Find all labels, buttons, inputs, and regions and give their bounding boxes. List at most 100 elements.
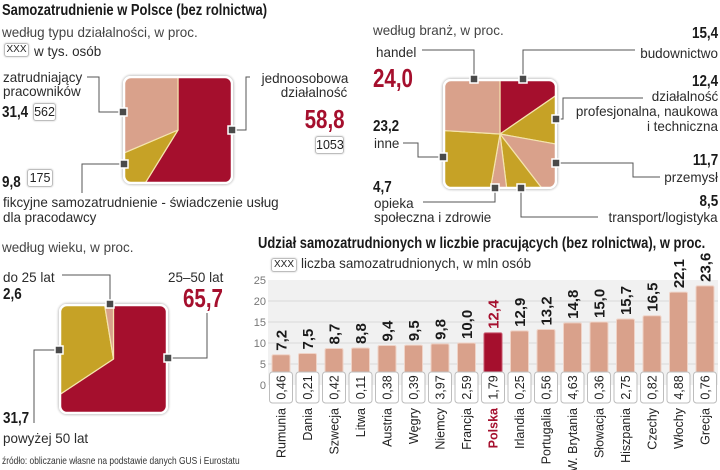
count-fictitious: 175 [27, 169, 53, 187]
country-label: Włochy [672, 407, 686, 449]
bar-hiszpania [616, 318, 635, 386]
country-label: Irlandia [513, 408, 527, 449]
bar-dania [298, 353, 317, 386]
count-label: 0,21 [301, 375, 315, 399]
count-box [454, 371, 479, 404]
bar-value-label: 13,2 [539, 296, 556, 325]
value-transport: 8,5 [699, 193, 718, 210]
bar-value-label: 12,9 [512, 298, 529, 327]
connector-fictitious [81, 163, 124, 193]
bar-value-label: 16,5 [645, 282, 662, 311]
value-trade: 24,0 [373, 63, 413, 93]
count-box [348, 371, 373, 404]
value-25-50: 65,7 [183, 283, 223, 313]
count-label: 3,97 [434, 375, 448, 399]
country-label: Hiszpania [619, 408, 633, 463]
label-care-line1: opieka [374, 195, 414, 211]
value-under-25: 2,6 [3, 286, 22, 303]
connector-industry [556, 162, 660, 178]
label-fictitious-line2: dla pracodawcy [3, 209, 97, 225]
label-construction: budownictwo [640, 45, 718, 61]
value-employers: 31,4 [2, 104, 29, 121]
country-label: Francja [460, 408, 474, 450]
bar-francja [457, 342, 476, 386]
bar-value-label: 8,7 [327, 324, 344, 345]
pie-slice-budownictwo [499, 80, 556, 135]
connector-construction [522, 49, 635, 79]
y-tick-label: 20 [254, 296, 266, 308]
y-tick-label: 5 [260, 359, 266, 371]
label-professional-line3: i techniczna [647, 118, 718, 134]
connector-other [403, 142, 443, 158]
pie-chart-age [59, 304, 168, 414]
plot-background [268, 280, 718, 385]
bar-value-label: 10,0 [459, 310, 476, 339]
label-employers-line2: pracowników [3, 83, 81, 99]
y-tick-label: 15 [254, 317, 266, 329]
label-industry: przemysł [664, 169, 718, 185]
count-label: 2,59 [460, 375, 474, 399]
value-sole: 58,8 [305, 104, 345, 134]
bar-polska [483, 332, 503, 386]
bar-value-label: 8,8 [353, 323, 370, 344]
pie-slice-handel [444, 80, 501, 135]
country-label: Litwa [354, 408, 368, 437]
connector-over-50 [33, 349, 59, 423]
count-box [295, 371, 320, 404]
bar-portugalia [536, 329, 556, 386]
bar-value-label: 9,8 [433, 319, 450, 340]
country-label: Portugalia [540, 408, 554, 464]
bar-chart-title: Udział samozatrudnionych w liczbie pracu… [258, 235, 706, 252]
label-professional-line1: działalność [651, 88, 718, 104]
value-over-50: 31,7 [3, 410, 30, 427]
pie-slice-fikcyjne-samozatrudnienie-świadczenie-usług-dla-pracodawcy [124, 129, 179, 183]
count-box [401, 371, 426, 404]
label-over-50: powyżej 50 lat [3, 430, 89, 446]
pie-slice-działalność-profesjonalna-naukowa-i-techniczna [499, 80, 556, 165]
label-sole-line1: jednoosobowa [261, 70, 348, 86]
bar-value-label: 7,2 [274, 330, 291, 351]
y-tick-label: 25 [254, 275, 266, 287]
bar-value-label: 15,7 [618, 286, 635, 315]
connector-care [423, 188, 496, 203]
label-trade: handel [376, 44, 417, 60]
count-label: 0,42 [328, 375, 342, 399]
pie-age-frame [59, 304, 168, 414]
bar-value-label: 15,0 [592, 289, 609, 318]
pie-activity-subtitle: według typu działalności, w proc. [2, 24, 198, 40]
country-label: W. Brytania [566, 408, 580, 470]
pie-industry-subtitle: według branż, w proc. [373, 22, 504, 38]
main-title: Samozatrudnienie w Polsce (bez rolnictwa… [2, 2, 268, 19]
bar-włochy [669, 291, 688, 386]
pie-activity-frame [123, 76, 233, 184]
country-label: Szwecja [328, 408, 342, 455]
label-transport: transport/logistyka [608, 209, 718, 225]
y-tick-label: 0 [260, 380, 266, 392]
label-other: inne [374, 135, 400, 151]
connector-transport [520, 188, 598, 218]
value-construction: 15,4 [691, 25, 718, 42]
bar-rumunia [271, 354, 291, 386]
count-label: 0,39 [407, 375, 421, 399]
pie-industry-frame [443, 79, 557, 189]
bar-grecja [695, 285, 715, 386]
country-label: Rumunia [275, 408, 289, 458]
bar-value-label: 7,5 [300, 329, 317, 350]
label-professional-line2: profesjonalna, naukowa [576, 103, 718, 119]
bar-czechy [642, 315, 662, 386]
pie-slice-inne [444, 122, 501, 188]
pie-chart-activity-type [123, 76, 233, 184]
count-label: 0,76 [699, 375, 713, 399]
bar-litwa [351, 347, 370, 386]
pie-slice-przemysł [499, 133, 556, 188]
connector-trade [422, 49, 475, 79]
pie-slice-25-50-lat [60, 305, 167, 413]
country-label: Słowacja [593, 408, 607, 458]
value-professional: 12,4 [691, 73, 718, 90]
connector-sole [233, 76, 250, 131]
count-label: 0,46 [275, 375, 289, 399]
pie-slice-jednoosobowa-działalność [124, 77, 232, 183]
bar-value-label: 14,8 [565, 290, 582, 319]
bar-węgry [404, 344, 423, 386]
count-box [481, 371, 505, 404]
